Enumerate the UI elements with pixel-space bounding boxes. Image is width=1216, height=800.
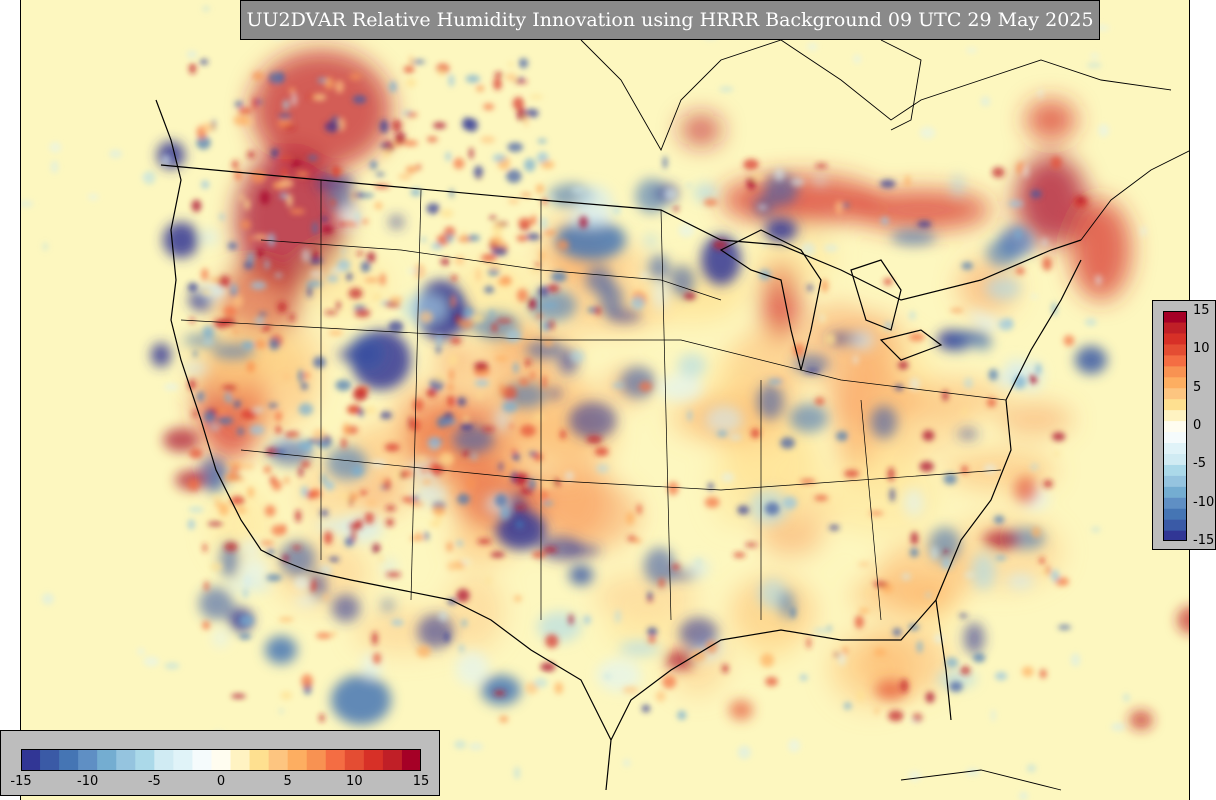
lake-huron: [850, 259, 902, 331]
colorbar-swatch: [1163, 486, 1187, 498]
map-title: UU2DVAR Relative Humidity Innovation usi…: [240, 0, 1100, 40]
colorbar-tick-label: -5: [147, 774, 161, 789]
colorbar-tick-label: -5: [1193, 456, 1206, 472]
colorbar-swatch: [306, 749, 327, 771]
colorbar-swatch: [249, 749, 270, 771]
colorbar-swatch: [1163, 332, 1187, 345]
colorbar-swatch: [1163, 365, 1187, 378]
colorbar-vertical: 15 10 5 0 -5 -10 -15: [1152, 300, 1216, 550]
colorbar-tick-label: -10: [1193, 494, 1215, 510]
colorbar-swatch: [1163, 475, 1187, 487]
colorbar-tick-label: 10: [1193, 341, 1210, 357]
colorbar-swatch: [192, 749, 213, 771]
us-canada-border: [160, 164, 1082, 301]
mexico-border: [305, 569, 612, 741]
colorbar-tick-label: -15: [10, 774, 32, 789]
canada-coast-north: [580, 39, 1172, 152]
humidity-innovation-map: [21, 0, 1189, 800]
st-lawrence: [1080, 150, 1189, 241]
colorbar-swatch: [135, 749, 155, 771]
colorbar-swatch: [59, 749, 79, 771]
colorbar-swatch: [116, 749, 136, 771]
colorbar-swatch: [268, 749, 289, 771]
colorbar-swatch: [97, 749, 117, 771]
colorbar-swatch: [1163, 442, 1187, 454]
boundaries: [155, 39, 1189, 791]
coastline-east: [935, 259, 1082, 721]
great-lakes: [719, 229, 822, 371]
colorbar-tick-label: 15: [1193, 303, 1210, 318]
colorbar-swatch: [173, 749, 194, 771]
state-line-6: [240, 449, 1002, 491]
colorbar-swatch: [40, 749, 60, 771]
state-line-2: [410, 189, 422, 601]
map-panel: [20, 0, 1190, 800]
lake-erie: [879, 329, 943, 361]
colorbar-swatch: [1163, 409, 1187, 422]
coastline-west: [155, 99, 307, 571]
colorbar-swatch: [1163, 376, 1187, 389]
colorbar-swatch: [325, 749, 346, 771]
colorbar-swatch: [1163, 453, 1187, 465]
state-line-7: [260, 239, 722, 301]
colorbar-swatch: [1163, 431, 1187, 444]
colorbar-swatch: [1163, 354, 1187, 367]
colorbar-swatch: [401, 749, 421, 771]
cuba-florida-keys: [900, 769, 1062, 791]
colorbar-swatch: [363, 749, 384, 771]
colorbar-tick-label: -10: [77, 774, 99, 789]
colorbar-swatch: [344, 749, 365, 771]
colorbar-tick-label: 5: [283, 774, 292, 789]
colorbar-horizontal-gradient: [21, 749, 421, 771]
colorbar-swatch: [1163, 387, 1187, 400]
colorbar-swatch: [1163, 519, 1187, 531]
colorbar-swatch: [21, 749, 41, 771]
colorbar-tick-label: 15: [412, 774, 430, 789]
colorbar-swatch: [382, 749, 403, 771]
colorbar-swatch: [1163, 508, 1187, 520]
colorbar-tick-label: 10: [346, 774, 363, 789]
colorbar-vertical-gradient: [1163, 311, 1187, 541]
colorbar-swatch: [1163, 321, 1187, 334]
colorbar-swatch: [78, 749, 98, 771]
colorbar-swatch: [1163, 343, 1187, 356]
hudson-area: [880, 39, 922, 131]
colorbar-swatch: [230, 749, 251, 771]
colorbar-border: [1163, 311, 1187, 541]
colorbar-swatch: [287, 749, 308, 771]
colorbar-tick-label: 0: [1193, 418, 1202, 433]
state-line-9: [860, 399, 882, 621]
colorbar-border: [21, 749, 421, 771]
colorbar-tick-label: -15: [1193, 533, 1215, 548]
colorbar-tick-label: 5: [1193, 379, 1202, 395]
colorbar-swatch: [1163, 497, 1187, 509]
state-line-4: [660, 209, 672, 621]
colorbar-swatch: [1163, 464, 1187, 476]
colorbar-swatch: [1163, 311, 1187, 323]
colorbar-swatch: [211, 749, 232, 771]
colorbar-horizontal: -15 -10 -5 0 5 10 15: [0, 730, 440, 796]
gulf-coast: [605, 599, 937, 791]
colorbar-swatch: [1163, 420, 1187, 433]
colorbar-swatch: [1163, 530, 1187, 541]
state-line-5: [180, 319, 1007, 401]
colorbar-swatch: [1163, 398, 1187, 411]
innovation-field-speckle: [21, 3, 1185, 800]
colorbar-tick-label: 0: [216, 774, 226, 789]
colorbar-swatch: [154, 749, 174, 771]
